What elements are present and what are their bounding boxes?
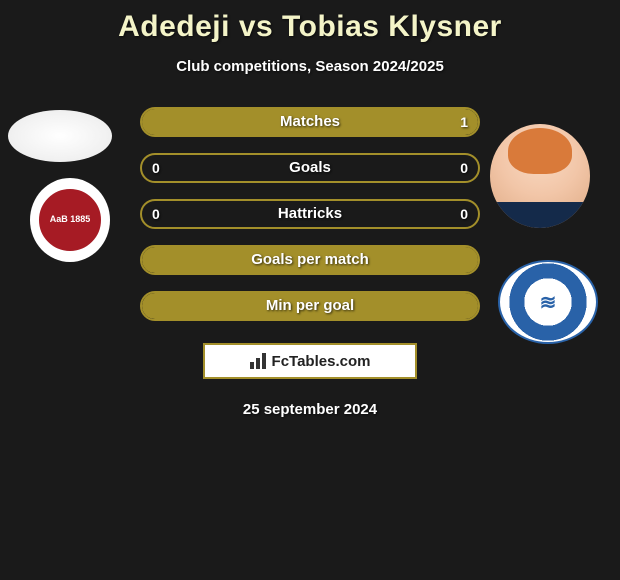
stats-area: Matches1Goals00Hattricks00Goals per matc… xyxy=(0,107,620,337)
page-title: Adedeji vs Tobias Klysner xyxy=(0,0,620,44)
stat-value-right: 0 xyxy=(460,155,468,181)
date-line: 25 september 2024 xyxy=(0,401,620,418)
stat-value-right: 1 xyxy=(460,109,468,135)
stat-value-left: 0 xyxy=(152,201,160,227)
subtitle: Club competitions, Season 2024/2025 xyxy=(0,58,620,75)
stat-row: Hattricks0 0 xyxy=(140,199,480,229)
stat-label: Matches xyxy=(142,109,478,135)
stat-row: Min per goal xyxy=(140,291,480,321)
bar-chart-icon xyxy=(250,353,268,369)
stat-value-left: 0 xyxy=(152,155,160,181)
stat-label: Hattricks xyxy=(142,201,478,227)
stat-row: Matches1 xyxy=(140,107,480,137)
watermark: FcTables.com xyxy=(203,343,417,379)
stat-row: Goals per match xyxy=(140,245,480,275)
stat-label: Goals xyxy=(142,155,478,181)
stat-label: Min per goal xyxy=(142,293,478,319)
comparison-infographic: Adedeji vs Tobias Klysner Club competiti… xyxy=(0,0,620,418)
watermark-text: FcTables.com xyxy=(272,353,371,370)
stat-value-right: 0 xyxy=(460,201,468,227)
stat-row: Goals0 0 xyxy=(140,153,480,183)
stat-label: Goals per match xyxy=(142,247,478,273)
